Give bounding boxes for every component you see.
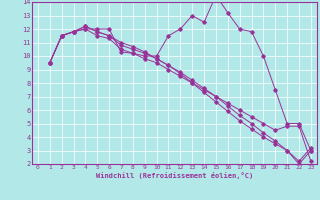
X-axis label: Windchill (Refroidissement éolien,°C): Windchill (Refroidissement éolien,°C) bbox=[96, 172, 253, 179]
